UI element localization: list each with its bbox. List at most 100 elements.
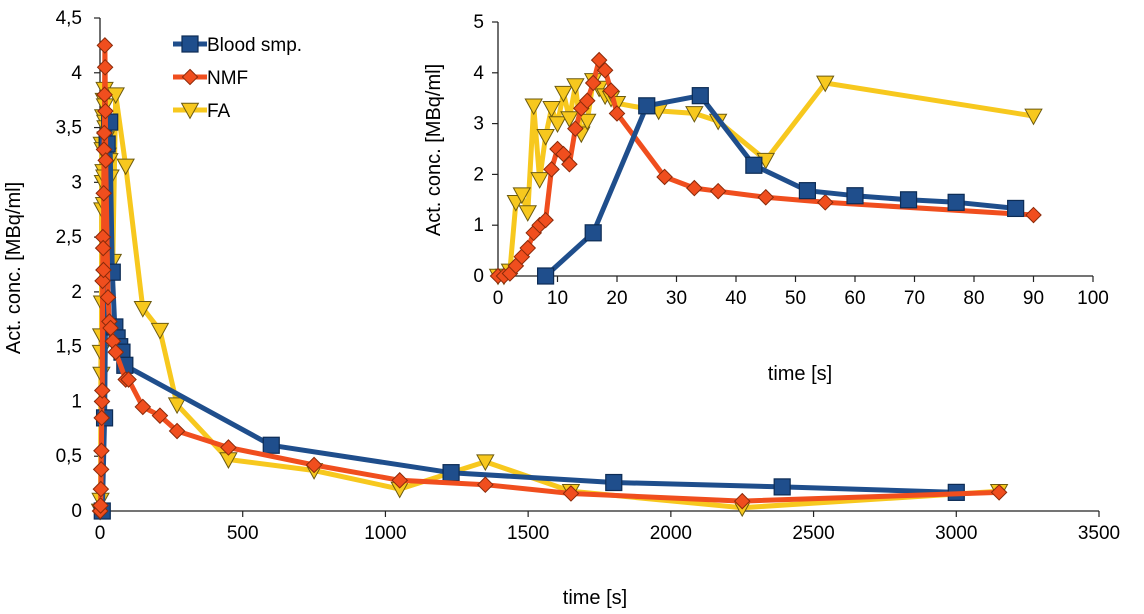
main-data-point: [92, 480, 110, 498]
main-y-tick-label: 3: [71, 172, 82, 193]
main-data-point: [96, 58, 114, 76]
main-y-axis-title: Act. conc. [MBq/ml]: [3, 182, 25, 354]
inset-x-tick-label: 20: [606, 288, 627, 309]
inset-series-diamond: [489, 51, 1042, 285]
main-x-tick-label: 3000: [935, 523, 977, 544]
main-data-point: [220, 439, 237, 456]
inset-data-point: [578, 92, 596, 110]
main-data-point: [99, 289, 117, 306]
inset-data-point: [816, 75, 835, 93]
main-data-point: [94, 239, 112, 257]
inset-data-point: [1007, 199, 1025, 218]
inset-data-point: [560, 111, 579, 128]
main-x-tick-label: 2500: [792, 523, 834, 544]
inset-data-point: [518, 205, 537, 222]
main-y-tick-label: 4,5: [56, 8, 82, 29]
main-y-tick-label: 4: [71, 63, 82, 84]
inset-data-point: [691, 87, 709, 105]
inset-data-point: [554, 85, 573, 103]
inset-data-point: [947, 193, 965, 211]
main-data-point: [134, 398, 152, 416]
inset-y-tick-label: 5: [473, 12, 484, 33]
main-x-tick-label: 500: [227, 523, 259, 544]
main-data-point: [391, 472, 409, 489]
inset-series-line: [543, 93, 1019, 279]
main-data-point: [95, 184, 113, 202]
main-data-point: [94, 272, 111, 290]
legend-label: FA: [207, 101, 231, 122]
main-data-point: [477, 476, 494, 494]
main-data-point: [773, 478, 791, 496]
main-x-tick-label: 1000: [364, 523, 406, 544]
inset-data-point: [608, 105, 626, 122]
inset-series-square: [536, 87, 1025, 285]
main-x-tick-label: 1500: [507, 523, 549, 544]
legend-label: Blood smp.: [207, 35, 302, 56]
main-data-point: [96, 37, 114, 54]
inset-x-tick-label: 70: [904, 288, 925, 309]
main-data-point: [93, 442, 110, 460]
legend-marker: [181, 35, 199, 53]
inset-data-point: [567, 120, 584, 137]
main-data-point: [116, 158, 135, 176]
inset-x-tick-label: 0: [493, 288, 504, 309]
inset-data-point: [596, 61, 614, 79]
inset-data-point: [816, 194, 834, 211]
inset-data-point: [709, 182, 727, 200]
inset-x-tick-label: 80: [963, 288, 984, 309]
main-data-point: [93, 393, 111, 410]
inset-data-point: [512, 187, 532, 205]
main-data-point: [120, 371, 137, 388]
inset-data-point: [542, 101, 561, 118]
inset-data-point: [536, 267, 555, 285]
inset-y-tick-label: 0: [473, 266, 484, 287]
main-data-point: [93, 409, 111, 427]
main-data-point: [93, 382, 111, 399]
main-y-tick-label: 2,5: [56, 227, 82, 248]
inset-data-point: [537, 211, 554, 229]
main-y-tick-label: 1: [71, 391, 82, 412]
inset-data-point: [543, 161, 560, 178]
main-data-point: [167, 397, 187, 415]
main-y-tick-label: 0,5: [56, 446, 82, 467]
inset-x-tick-label: 10: [547, 288, 568, 309]
main-y-tick-label: 2: [71, 282, 82, 303]
inset-y-tick-label: 3: [473, 114, 484, 135]
inset-data-point: [519, 239, 537, 257]
inset-x-tick-label: 90: [1023, 288, 1044, 309]
inset-data-point: [584, 224, 602, 242]
main-data-point: [97, 102, 114, 120]
inset-y-axis-title: Act. conc. [MBq/ml]: [423, 64, 445, 236]
inset-data-point: [1024, 108, 1043, 126]
inset-data-point: [757, 188, 775, 206]
main-x-axis-title: time [s]: [563, 587, 627, 609]
main-series-diamond: [91, 37, 1008, 520]
inset-data-point: [566, 78, 585, 95]
inset-data-point: [686, 179, 703, 197]
inset-x-axis-title: time [s]: [768, 363, 832, 385]
inset-x-tick-label: 60: [844, 288, 865, 309]
main-x-tick-label: 2000: [650, 523, 692, 544]
inset-y-tick-label: 2: [473, 164, 484, 185]
main-x-tick-label: 0: [95, 523, 106, 544]
main-y-tick-label: 1,5: [56, 337, 82, 358]
main-data-point: [133, 301, 153, 318]
inset-data-point: [798, 182, 817, 200]
inset-data-point: [561, 155, 578, 173]
main-data-point: [150, 322, 170, 340]
main-data-point: [442, 464, 460, 482]
inset-data-point: [590, 51, 608, 69]
main-data-point: [92, 461, 110, 478]
main-y-tick-label: 3,5: [56, 118, 82, 139]
inset-data-point: [656, 168, 673, 186]
legend-marker: [180, 102, 200, 120]
main-data-point: [92, 497, 109, 514]
main-data-point: [733, 492, 751, 510]
inset-data-point: [846, 187, 864, 205]
inset-background: [408, 8, 1113, 380]
inset-x-tick-label: 100: [1077, 288, 1109, 309]
inset-data-point: [536, 129, 555, 146]
main-data-point: [151, 407, 169, 424]
main-data-point: [95, 124, 113, 142]
